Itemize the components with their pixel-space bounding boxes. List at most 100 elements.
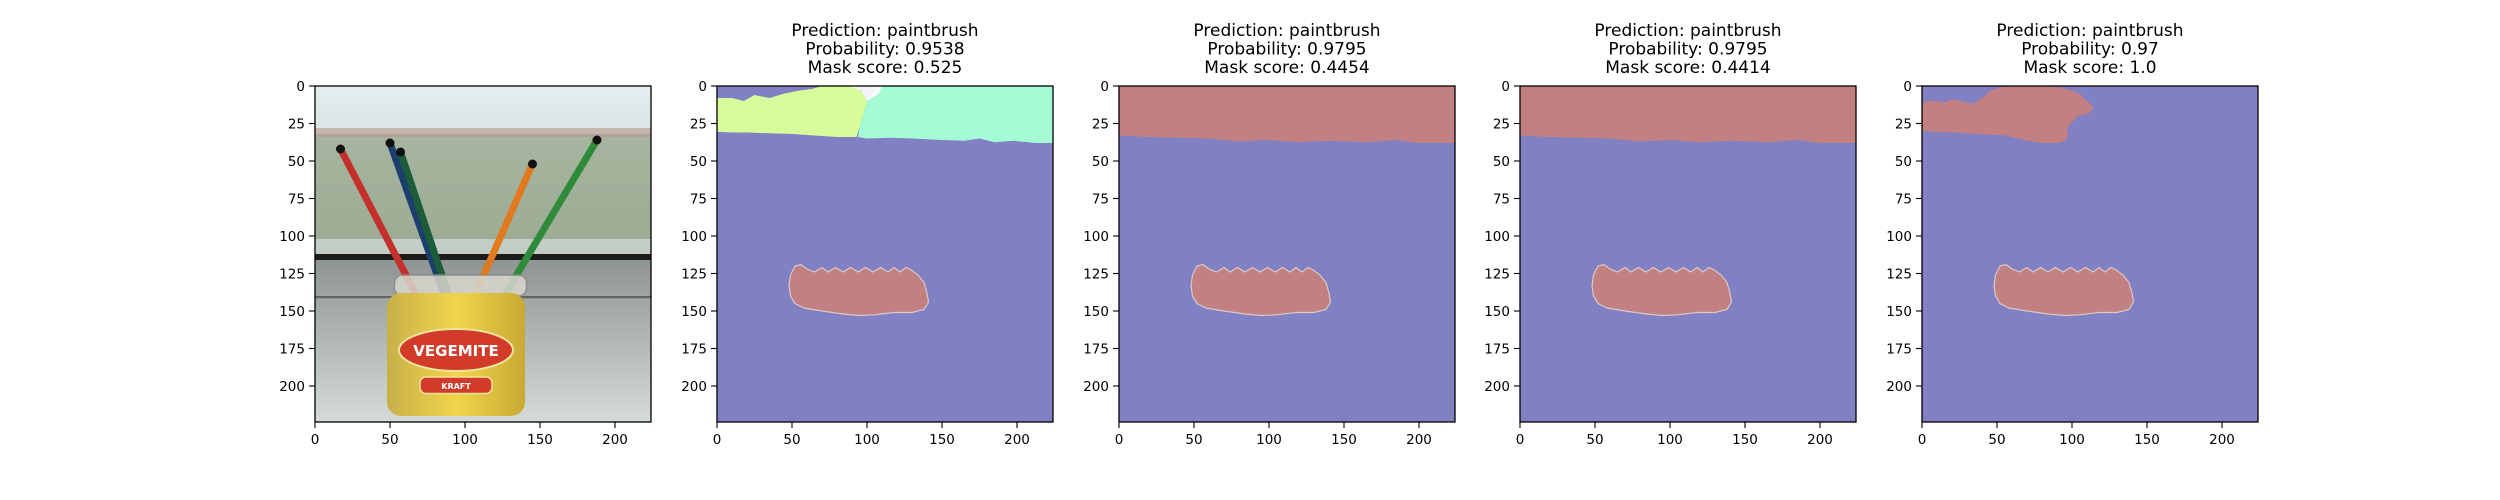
y-tick-label-5-175: 175 — [1886, 342, 1912, 358]
mask-jar-blob — [1190, 263, 1332, 317]
y-tick-label-1-0: 0 — [296, 79, 305, 95]
mask-panel-4 — [1520, 86, 1856, 422]
y-tick-label-4-50: 50 — [1493, 154, 1510, 170]
y-tick-label-4-0: 0 — [1501, 79, 1510, 95]
axes-frame-2 — [716, 85, 1054, 423]
jar-label-oval — [398, 328, 514, 372]
jar-label-kraft-badge — [419, 376, 493, 395]
y-tick-label-2-200: 200 — [681, 379, 707, 395]
mask-top-band — [1520, 86, 1856, 143]
mask-segment-yellow — [717, 86, 867, 137]
y-tick-label-1-75: 75 — [288, 192, 305, 208]
y-tick-label-5-150: 150 — [1886, 304, 1912, 320]
panel-title-3-line-2: Probability: 0.9795 — [1207, 40, 1366, 60]
paintbrush-tip-red — [336, 144, 345, 154]
panel-title-2-line-3: Mask score: 0.525 — [808, 58, 963, 78]
y-tick-label-3-175: 175 — [1083, 342, 1109, 358]
y-tick-label-2-100: 100 — [681, 229, 707, 245]
y-tick-label-2-25: 25 — [690, 117, 707, 133]
axes-frame-4 — [1519, 85, 1857, 423]
y-tick-label-2-125: 125 — [681, 267, 707, 283]
mask-background — [1119, 86, 1455, 422]
x-tick-label-2-0: 0 — [713, 432, 722, 448]
x-tick-label-1-0: 0 — [311, 432, 320, 448]
y-tick-label-2-75: 75 — [690, 192, 707, 208]
paintbrush-tip-dark-green — [396, 147, 405, 157]
panel-title-3-line-3: Mask score: 0.4454 — [1204, 58, 1369, 78]
x-tick-label-3-0: 0 — [1115, 432, 1124, 448]
x-tick-label-1-100: 100 — [452, 432, 478, 448]
y-tick-label-3-200: 200 — [1083, 379, 1109, 395]
x-tick-label-5-100: 100 — [2059, 432, 2085, 448]
y-tick-label-5-100: 100 — [1886, 229, 1912, 245]
y-tick-label-1-200: 200 — [279, 379, 305, 395]
mask-background — [1922, 86, 2258, 422]
x-tick-label-1-50: 50 — [381, 432, 398, 448]
panel-title-2-line-2: Probability: 0.9538 — [805, 40, 964, 60]
y-tick-label-3-25: 25 — [1092, 117, 1109, 133]
x-tick-label-5-150: 150 — [2134, 432, 2160, 448]
y-tick-label-3-0: 0 — [1100, 79, 1109, 95]
y-tick-label-5-75: 75 — [1895, 192, 1912, 208]
x-tick-label-2-50: 50 — [783, 432, 800, 448]
x-tick-label-3-100: 100 — [1256, 432, 1282, 448]
mask-segment-cyan — [858, 86, 1053, 143]
y-tick-label-4-175: 175 — [1484, 342, 1510, 358]
mask-background — [1520, 86, 1856, 422]
x-tick-label-3-50: 50 — [1185, 432, 1202, 448]
panel-title-5-line-3: Mask score: 1.0 — [2023, 58, 2156, 78]
mask-jar-blob — [1993, 263, 2135, 317]
y-tick-label-1-100: 100 — [279, 229, 305, 245]
x-tick-label-3-150: 150 — [1331, 432, 1357, 448]
x-tick-label-4-150: 150 — [1732, 432, 1758, 448]
photo-railing — [315, 128, 651, 137]
panel-title-4-line-1: Prediction: paintbrush — [1594, 21, 1781, 41]
jar-lid-rim — [393, 274, 528, 297]
mask-panel-5 — [1922, 86, 2258, 422]
x-tick-label-5-50: 50 — [1988, 432, 2005, 448]
y-tick-label-4-100: 100 — [1484, 229, 1510, 245]
x-tick-label-1-200: 200 — [602, 432, 628, 448]
photo-window-frame — [315, 254, 651, 260]
y-tick-label-5-200: 200 — [1886, 379, 1912, 395]
paintbrush-tip-orange — [528, 159, 537, 169]
y-tick-label-1-150: 150 — [279, 304, 305, 320]
y-tick-label-2-150: 150 — [681, 304, 707, 320]
y-tick-label-3-125: 125 — [1083, 267, 1109, 283]
y-tick-label-4-200: 200 — [1484, 379, 1510, 395]
mask-jar-blob — [788, 263, 930, 317]
y-tick-label-1-175: 175 — [279, 342, 305, 358]
y-tick-label-3-50: 50 — [1092, 154, 1109, 170]
y-tick-label-4-125: 125 — [1484, 267, 1510, 283]
x-tick-label-4-0: 0 — [1516, 432, 1525, 448]
mask-segment-gap — [849, 86, 882, 101]
mask-jar-blob — [1591, 263, 1733, 317]
y-tick-label-1-25: 25 — [288, 117, 305, 133]
x-tick-label-4-50: 50 — [1586, 432, 1603, 448]
x-tick-label-5-200: 200 — [2209, 432, 2235, 448]
y-tick-label-1-125: 125 — [279, 267, 305, 283]
y-tick-label-4-150: 150 — [1484, 304, 1510, 320]
mask-top-band — [1119, 86, 1455, 143]
x-tick-label-2-150: 150 — [929, 432, 955, 448]
panel-title-4-line-2: Probability: 0.9795 — [1608, 40, 1767, 60]
paintbrush-tip-green — [592, 135, 602, 145]
panel-title-3-line-1: Prediction: paintbrush — [1193, 21, 1380, 41]
y-tick-label-5-0: 0 — [1903, 79, 1912, 95]
x-tick-label-5-0: 0 — [1918, 432, 1927, 448]
x-tick-label-4-100: 100 — [1657, 432, 1683, 448]
axes-frame-5 — [1921, 85, 2259, 423]
x-tick-label-2-200: 200 — [1004, 432, 1030, 448]
x-tick-label-1-150: 150 — [527, 432, 553, 448]
y-tick-label-1-50: 50 — [288, 154, 305, 170]
y-tick-label-2-50: 50 — [690, 154, 707, 170]
axes-frame-3 — [1118, 85, 1456, 423]
jar-label-subtext: KRAFT — [441, 382, 471, 391]
y-tick-label-3-150: 150 — [1083, 304, 1109, 320]
y-tick-label-4-75: 75 — [1493, 192, 1510, 208]
input-photo: VEGEMITE KRAFT — [315, 86, 651, 422]
y-tick-label-5-125: 125 — [1886, 267, 1912, 283]
paintbrush-tip-blue — [385, 138, 395, 148]
y-tick-label-2-0: 0 — [698, 79, 707, 95]
